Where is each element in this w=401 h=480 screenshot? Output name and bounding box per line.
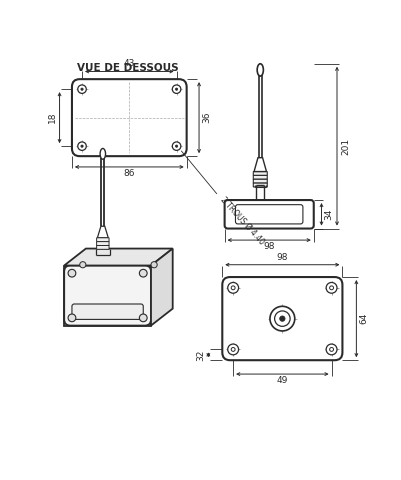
- Text: 201: 201: [340, 138, 349, 155]
- Circle shape: [175, 145, 177, 147]
- Text: 18: 18: [48, 112, 57, 123]
- Circle shape: [279, 316, 284, 321]
- FancyBboxPatch shape: [253, 171, 267, 175]
- Circle shape: [139, 269, 147, 277]
- FancyBboxPatch shape: [224, 200, 313, 228]
- Polygon shape: [253, 158, 266, 171]
- Text: 86: 86: [123, 169, 135, 178]
- FancyBboxPatch shape: [96, 245, 109, 249]
- Circle shape: [227, 282, 238, 293]
- FancyBboxPatch shape: [96, 238, 109, 241]
- Text: 2 TROUS Ø 4.40: 2 TROUS Ø 4.40: [218, 195, 265, 247]
- Text: 98: 98: [276, 253, 288, 263]
- Circle shape: [172, 142, 180, 150]
- Circle shape: [68, 314, 76, 322]
- Text: 49: 49: [276, 376, 288, 385]
- Circle shape: [274, 311, 290, 326]
- Ellipse shape: [100, 148, 105, 159]
- Circle shape: [231, 348, 235, 351]
- Polygon shape: [64, 265, 151, 325]
- Circle shape: [227, 344, 238, 355]
- Text: 98: 98: [263, 242, 274, 252]
- FancyBboxPatch shape: [72, 304, 143, 319]
- Circle shape: [81, 145, 83, 147]
- FancyBboxPatch shape: [72, 79, 186, 156]
- Circle shape: [325, 282, 336, 293]
- Text: 64: 64: [358, 313, 368, 324]
- FancyBboxPatch shape: [253, 179, 267, 183]
- Ellipse shape: [257, 64, 263, 76]
- Circle shape: [325, 344, 336, 355]
- Circle shape: [329, 286, 333, 290]
- Text: VUE DE DESSOUS: VUE DE DESSOUS: [77, 63, 178, 73]
- Text: 36: 36: [202, 112, 211, 123]
- Circle shape: [79, 262, 86, 268]
- Circle shape: [77, 85, 86, 94]
- Circle shape: [77, 142, 86, 150]
- FancyBboxPatch shape: [253, 175, 267, 179]
- FancyBboxPatch shape: [96, 241, 109, 245]
- Polygon shape: [97, 226, 108, 238]
- Polygon shape: [151, 249, 172, 325]
- Circle shape: [269, 306, 294, 331]
- FancyBboxPatch shape: [235, 204, 302, 224]
- Text: 34: 34: [324, 209, 333, 220]
- Circle shape: [68, 269, 76, 277]
- Circle shape: [175, 88, 177, 90]
- Circle shape: [231, 286, 235, 290]
- Circle shape: [329, 348, 333, 351]
- Circle shape: [151, 262, 157, 268]
- FancyBboxPatch shape: [222, 277, 342, 360]
- FancyBboxPatch shape: [253, 183, 267, 187]
- Text: 32: 32: [196, 349, 205, 360]
- Polygon shape: [64, 249, 172, 265]
- Circle shape: [139, 314, 147, 322]
- FancyBboxPatch shape: [64, 265, 151, 325]
- Circle shape: [81, 88, 83, 90]
- Text: 43: 43: [123, 60, 135, 68]
- Circle shape: [172, 85, 180, 94]
